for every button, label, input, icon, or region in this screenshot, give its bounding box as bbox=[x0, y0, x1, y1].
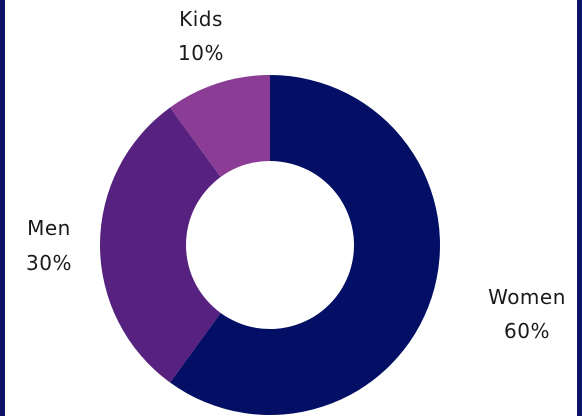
slice-kids bbox=[170, 75, 270, 178]
slice-women bbox=[170, 75, 440, 415]
slice-label-kids: Kids bbox=[179, 7, 223, 31]
slice-value-men: 30% bbox=[26, 251, 72, 275]
slice-value-women: 60% bbox=[504, 319, 550, 343]
slice-label-women: Women bbox=[488, 285, 566, 309]
slice-label-men: Men bbox=[27, 216, 71, 240]
donut-chart: Women 60% Men 30% Kids 10% bbox=[26, 7, 566, 415]
slice-value-kids: 10% bbox=[178, 41, 224, 65]
slice-men bbox=[99, 107, 221, 383]
